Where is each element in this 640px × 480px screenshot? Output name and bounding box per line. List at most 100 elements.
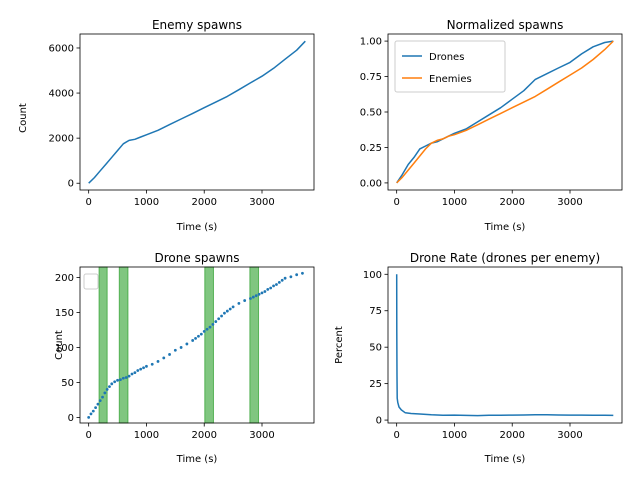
data-point: [136, 369, 140, 372]
y-axis-label: Count: [18, 103, 29, 133]
x-axis-label: Time (s): [484, 454, 526, 465]
shaded-span: [204, 266, 214, 424]
data-point: [179, 346, 183, 349]
data-point: [103, 391, 107, 395]
plot-area: 0 1000 2000 3000 0 25 50 75 100: [363, 266, 623, 441]
panel-enemy-spawns: Enemy spawns Time (s) Count 0 1000 2000 300…: [18, 18, 315, 233]
data-point: [266, 287, 270, 291]
panel-drone-rate: Drone Rate (drones per enemy) Time (s) P…: [334, 251, 623, 465]
x-tick-label: 1000: [134, 430, 159, 441]
y-tick-label: 0.50: [360, 108, 382, 119]
legend-label-enemies: Enemies: [429, 74, 472, 85]
y-tick-label: 4000: [49, 89, 74, 100]
data-point: [121, 376, 125, 380]
axes-frame: [387, 266, 623, 424]
y-tick-label: 50: [61, 378, 74, 389]
data-point: [130, 372, 134, 376]
data-point: [127, 374, 131, 378]
series-line-drones: [396, 40, 614, 184]
data-point: [142, 366, 145, 370]
plot-area: 0 1000 2000 3000 0 2000 4000 6000: [49, 33, 315, 208]
data-point: [214, 320, 218, 323]
x-tick-label: 3000: [249, 430, 274, 441]
y-tick-label: 6000: [49, 43, 74, 54]
y-tick-label: 0: [68, 413, 74, 424]
data-point: [96, 402, 100, 406]
x-tick-label: 3000: [557, 197, 582, 208]
panel-normalized-spawns: Normalized spawns Time (s) 0 1000 2000 3000…: [360, 18, 623, 233]
data-point: [98, 399, 102, 403]
empty-legend-box: [83, 273, 99, 290]
panel-title: Drone spawns: [155, 251, 240, 265]
data-point: [156, 360, 160, 363]
data-point: [124, 376, 128, 379]
data-point: [211, 322, 215, 326]
x-tick-label: 0: [393, 197, 399, 208]
data-point: [217, 317, 221, 321]
data-point: [185, 342, 189, 346]
data-point: [94, 406, 97, 410]
x-tick-label: 2000: [191, 197, 216, 208]
data-point: [162, 356, 166, 360]
data-point: [237, 301, 241, 305]
data-point: [260, 291, 264, 295]
x-tick-label: 2000: [499, 197, 524, 208]
data-point: [263, 290, 267, 293]
data-point: [87, 416, 91, 419]
shaded-span: [249, 266, 260, 424]
legend-label-drones: Drones: [429, 52, 464, 63]
plot-area: 0 1000 2000 3000 0.00 0.25 0.50 0.75 1.00: [360, 33, 623, 208]
x-tick-label: 3000: [249, 197, 274, 208]
y-tick-label: 200: [55, 273, 74, 284]
x-tick-label: 0: [85, 197, 91, 208]
y-tick-label: 100: [363, 270, 382, 281]
data-point: [89, 412, 93, 416]
x-tick-label: 2000: [499, 430, 524, 441]
x-tick-label: 3000: [557, 430, 582, 441]
data-point: [101, 395, 104, 399]
data-point: [116, 378, 119, 382]
data-point: [301, 271, 304, 275]
y-tick-label: 0: [68, 179, 74, 190]
series-line-enemies: [396, 40, 614, 184]
x-tick-label: 0: [85, 430, 91, 441]
data-point: [249, 297, 252, 300]
y-tick-label: 0.00: [360, 178, 382, 189]
y-axis-label: Percent: [334, 326, 345, 364]
panel-title: Drone Rate (drones per enemy): [410, 251, 600, 265]
data-point: [272, 284, 275, 288]
data-point: [139, 367, 143, 371]
axes-frame: [79, 33, 315, 191]
x-axis-label: Time (s): [484, 222, 526, 233]
data-point: [277, 280, 281, 284]
data-point: [289, 275, 293, 279]
y-tick-label: 75: [369, 306, 382, 317]
data-point: [269, 286, 273, 290]
plot-area: 0 1000 2000 3000 0 50 100 150 200: [55, 266, 315, 441]
data-point: [110, 382, 114, 386]
data-point: [108, 385, 111, 389]
data-point: [150, 362, 154, 366]
legend-box: [394, 40, 506, 93]
data-point: [295, 273, 299, 277]
y-tick-label: 150: [55, 308, 74, 319]
data-point: [202, 329, 206, 333]
data-point: [91, 409, 95, 413]
data-point: [283, 276, 287, 280]
y-tick-label: 0: [376, 416, 382, 427]
data-point: [205, 327, 209, 331]
data-point: [191, 339, 195, 342]
data-point: [251, 295, 255, 299]
series-line: [88, 40, 306, 184]
data-point: [168, 353, 171, 356]
panel-drone-spawns: Drone spawns Time (s) Count 0 1000 2000 300…: [54, 251, 315, 465]
legend: Drones Enemies: [394, 40, 506, 93]
x-tick-label: 2000: [191, 430, 216, 441]
y-tick-label: 0.25: [360, 143, 382, 154]
data-point: [145, 364, 148, 368]
axes-frame: [387, 33, 623, 191]
y-tick-label: 100: [55, 343, 74, 354]
x-tick-label: 1000: [442, 197, 467, 208]
data-point: [280, 278, 284, 282]
